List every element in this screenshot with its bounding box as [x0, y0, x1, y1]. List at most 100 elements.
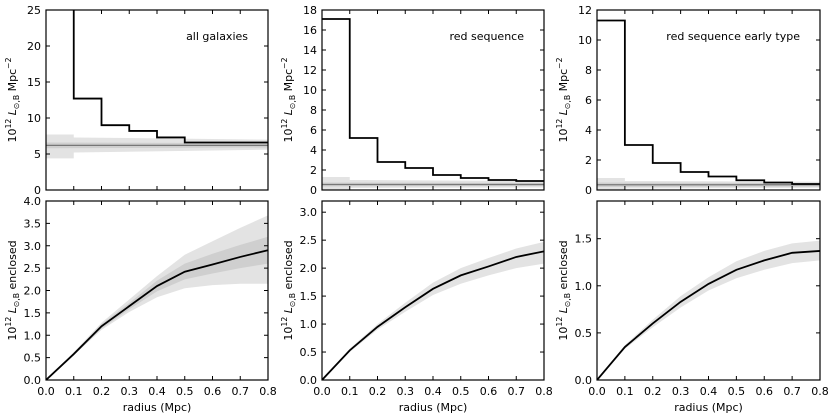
- data-point: [211, 263, 215, 267]
- x-tick-label: 0.0: [37, 385, 55, 398]
- chart-title: red sequence early type: [666, 30, 800, 43]
- data-point: [376, 325, 380, 329]
- data-point: [734, 268, 738, 272]
- x-tick-label: 0.2: [369, 385, 387, 398]
- y-tick-label: 0: [310, 184, 317, 197]
- x-tick-label: 0.7: [783, 385, 801, 398]
- y-tick-label: 18: [303, 4, 317, 17]
- x-tick-label: 0.6: [480, 385, 498, 398]
- y-tick-label: 20: [27, 40, 41, 53]
- x-axis-label: radius (Mpc): [674, 401, 743, 414]
- y-tick-label: 10: [578, 34, 592, 47]
- y-tick-label: 4.0: [24, 195, 42, 208]
- chart-panel-top-left: 0 5 10 15 20 25 all galaxies 1012 L⊙,B Mpc−2: [4, 4, 269, 197]
- data-point: [238, 255, 242, 259]
- data-point: [487, 264, 491, 268]
- data-point: [127, 304, 131, 308]
- x-tick-label: 0.6: [204, 385, 222, 398]
- chart-title: red sequence: [449, 30, 524, 43]
- chart-panel-top-right: 0 2 4 6 8 10 12 red sequence early type 1012 L⊙,…: [555, 4, 821, 197]
- y-tick-label: 0.5: [575, 327, 593, 340]
- y-tick-label: 6: [585, 94, 592, 107]
- y-axis-label: 1012 L⊙,B enclosed: [4, 240, 21, 340]
- x-axis-label: radius (Mpc): [399, 401, 468, 414]
- x-tick-label: 0.4: [148, 385, 166, 398]
- data-point: [707, 282, 711, 286]
- y-tick-label: 25: [27, 4, 41, 17]
- plot-area: [46, 215, 268, 380]
- data-point: [514, 255, 518, 259]
- y-tick-label: 3.0: [300, 206, 318, 219]
- y-tick-label: 14: [303, 44, 317, 57]
- uncertainty-band-outer: [597, 240, 820, 380]
- y-tick-label: 10: [303, 84, 317, 97]
- data-point: [431, 287, 435, 291]
- x-tick-label: 0.7: [508, 385, 526, 398]
- y-tick-label: 5: [34, 148, 41, 161]
- x-tick-label: 0.5: [728, 385, 746, 398]
- y-tick-label: 0.0: [300, 374, 318, 387]
- y-tick-label: 6: [310, 124, 317, 137]
- y-tick-label: 2.0: [24, 285, 42, 298]
- y-tick-label: 0: [585, 184, 592, 197]
- y-tick-label: 16: [303, 24, 317, 37]
- uncertainty-band-outer: [46, 215, 268, 380]
- plot-area: [322, 241, 544, 380]
- data-point: [790, 251, 794, 255]
- y-tick-label: 2.0: [300, 262, 318, 275]
- y-tick-label: 2.5: [24, 262, 42, 275]
- plot-area: [322, 18, 544, 190]
- data-point: [183, 270, 187, 274]
- plot-area: [597, 19, 820, 190]
- x-tick-label: 0.0: [313, 385, 331, 398]
- x-tick-label: 0.8: [259, 385, 277, 398]
- y-axis-label: 1012 L⊙,B Mpc−2: [555, 57, 572, 142]
- x-tick-label: 0.1: [341, 385, 359, 398]
- chart-panel-bottom-left: 0.0 0.5 1.0 1.5 2.0 2.5 3.0 3.5 4.0 0.0 0.1 0.2 0.3 0…: [4, 195, 277, 414]
- enclosed-luminosity-line: [322, 250, 544, 380]
- y-tick-label: 0.0: [575, 374, 593, 387]
- x-tick-label: 0.2: [93, 385, 111, 398]
- x-tick-label: 0.2: [644, 385, 662, 398]
- data-point: [651, 321, 655, 325]
- data-point: [762, 258, 766, 262]
- y-tick-label: 10: [27, 112, 41, 125]
- y-tick-label: 1.5: [300, 290, 318, 303]
- x-tick-label: 0.1: [616, 385, 634, 398]
- uncertainty-band-outer: [322, 241, 544, 380]
- histogram-step-line: [597, 19, 820, 185]
- x-tick-label: 0.4: [424, 385, 442, 398]
- histogram-step-line: [72, 10, 268, 144]
- y-tick-label: 1.0: [300, 318, 318, 331]
- y-tick-label: 1.5: [575, 233, 593, 246]
- y-tick-label: 3.0: [24, 240, 42, 253]
- enclosed-luminosity-line: [46, 249, 268, 380]
- y-tick-label: 12: [303, 64, 317, 77]
- data-point: [459, 273, 463, 277]
- x-tick-label: 0.5: [452, 385, 470, 398]
- y-tick-label: 0.5: [24, 352, 42, 365]
- chart-panel-bottom-middle: 0.0 0.5 1.0 1.5 2.0 2.5 3.0 0.0 0.1 0.2 0.3 0.4 0.5 0…: [280, 200, 553, 414]
- y-tick-label: 1.5: [24, 307, 42, 320]
- y-tick-label: 8: [585, 64, 592, 77]
- x-tick-label: 0.1: [65, 385, 83, 398]
- y-axis-label: 1012 L⊙,B enclosed: [280, 240, 297, 340]
- y-tick-label: 2: [310, 164, 317, 177]
- data-point: [679, 300, 683, 304]
- y-axis-label: 1012 L⊙,B enclosed: [555, 240, 572, 340]
- y-tick-label: 3.5: [24, 217, 42, 230]
- y-tick-label: 4: [585, 124, 592, 137]
- y-tick-label: 8: [310, 104, 317, 117]
- x-tick-label: 0.7: [232, 385, 250, 398]
- uncertainty-band-inner: [46, 236, 268, 380]
- chart-title: all galaxies: [186, 30, 248, 43]
- plot-area: [597, 240, 820, 380]
- y-tick-label: 0: [34, 184, 41, 197]
- x-tick-label: 0.6: [756, 385, 774, 398]
- data-point: [348, 348, 352, 352]
- chart-panel-bottom-right: 0.0 0.5 1.0 1.5 0.0 0.1 0.2 0.3 0.4 0.5 0.6 0.7 0.8 r…: [555, 200, 829, 414]
- x-tick-label: 0.4: [700, 385, 718, 398]
- y-tick-label: 15: [27, 76, 41, 89]
- y-tick-label: 1.0: [575, 280, 593, 293]
- x-tick-label: 0.8: [535, 385, 553, 398]
